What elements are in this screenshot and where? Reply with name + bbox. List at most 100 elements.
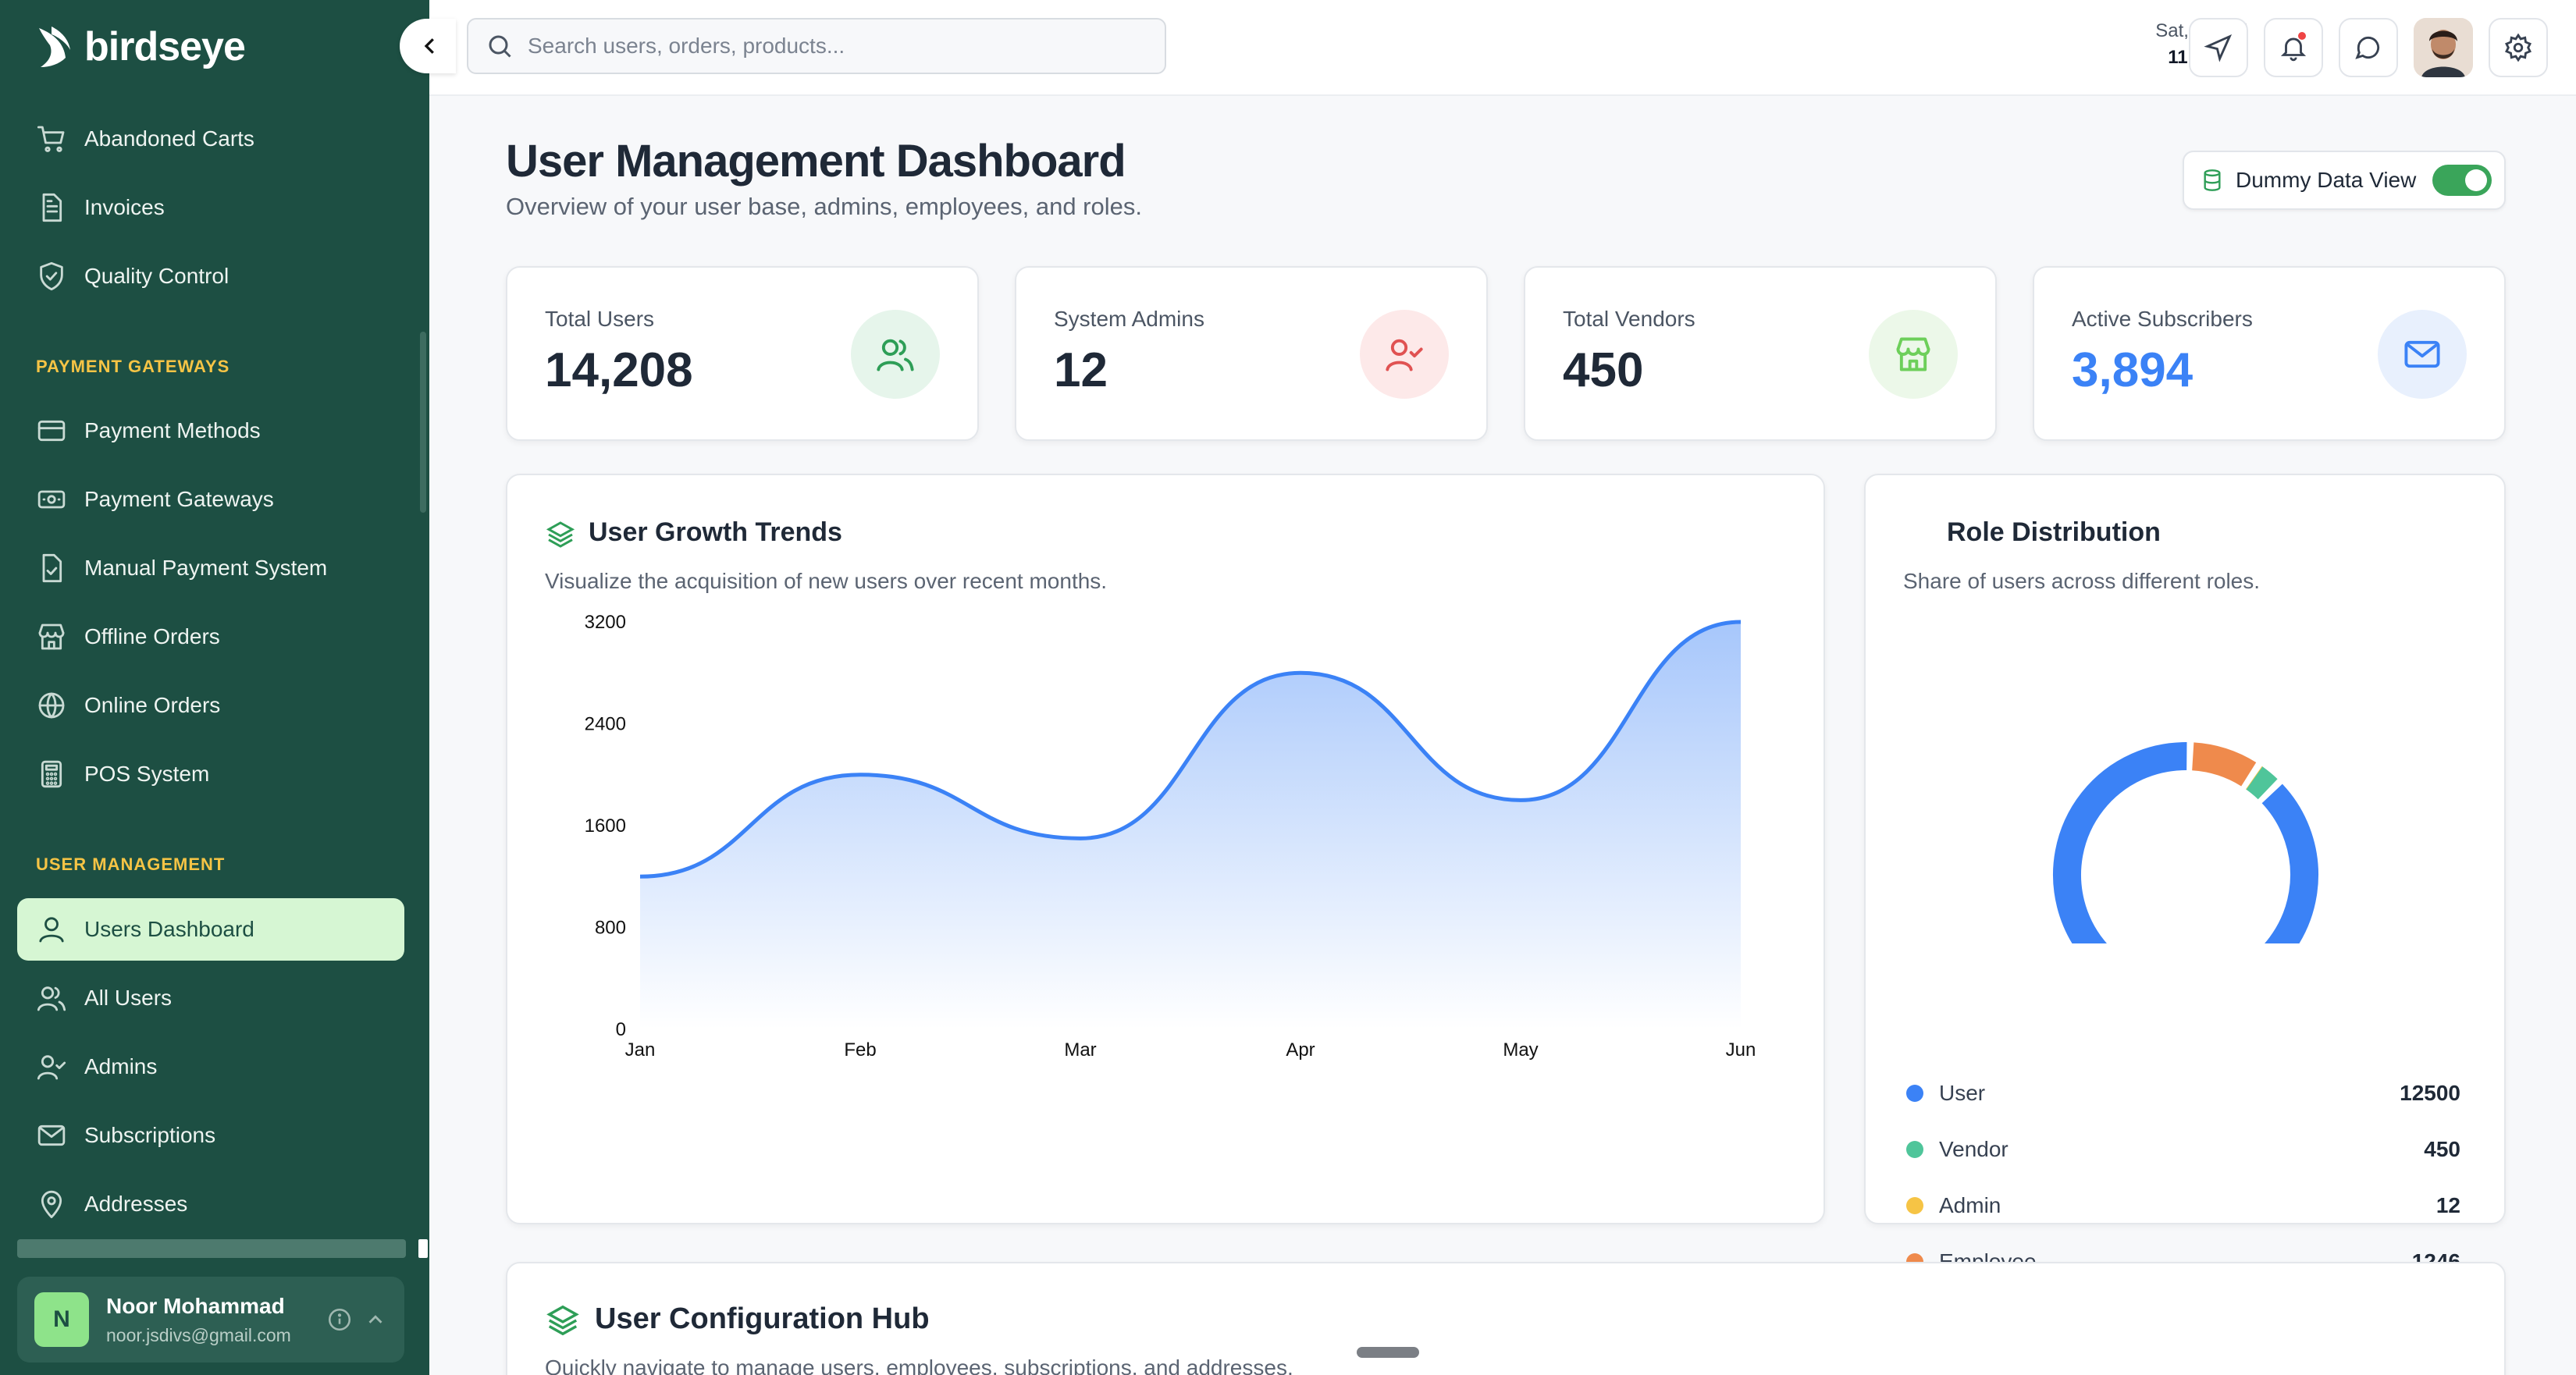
layers-icon [546, 1305, 579, 1336]
stat-card-active-subscribers[interactable]: Active Subscribers 3,894 [2033, 266, 2506, 441]
notifications-button[interactable] [2264, 18, 2323, 77]
stat-label: System Admins [1054, 307, 1204, 331]
donut-slice-vendor[interactable] [2246, 766, 2278, 800]
sidebar-item-subscriptions[interactable]: Subscriptions [17, 1104, 404, 1167]
info-icon[interactable] [326, 1306, 353, 1333]
avatar: N [34, 1292, 89, 1347]
top-bar: Sat, Apr 25 11:15 PM [429, 0, 2576, 96]
invoice-icon [42, 193, 62, 222]
y-tick-label: 3200 [585, 612, 626, 633]
sidebar-item-label: Quality Control [84, 264, 229, 288]
x-tick-label: Feb [844, 1039, 876, 1061]
growth-area-chart: 0 800 1600 2400 3200 Jan Feb Mar Apr May Jun [585, 612, 1756, 1061]
sidebar-scroll-thumb[interactable] [418, 1239, 428, 1258]
sidebar-item-label: Abandoned Carts [84, 126, 254, 151]
sidebar-item-abandoned-carts[interactable]: Abandoned Carts [17, 108, 404, 170]
gateway-icon [37, 490, 66, 509]
bell-icon [2280, 37, 2307, 62]
collapse-sidebar-button[interactable] [400, 19, 456, 73]
sidebar-item-invoices[interactable]: Invoices [17, 176, 404, 239]
send-button[interactable] [2189, 18, 2248, 77]
x-tick-label: May [1503, 1039, 1538, 1061]
users-icon [37, 986, 66, 1011]
chevron-up-icon[interactable] [364, 1308, 387, 1331]
page-title: User Management Dashboard [506, 136, 1126, 187]
stat-label: Active Subscribers [2072, 307, 2253, 331]
messages-button[interactable] [2339, 18, 2398, 77]
legend-label: Vendor [1939, 1137, 2008, 1161]
dummy-data-toggle[interactable]: Dummy Data View [2183, 151, 2506, 210]
stat-value: 14,208 [545, 343, 693, 397]
donut-slice-employee[interactable] [2191, 742, 2257, 787]
brand-logo[interactable]: birdseye [36, 22, 246, 72]
stat-icon-badge [851, 310, 940, 399]
sidebar-item-pos-system[interactable]: POS System [17, 743, 404, 805]
user-profile-card[interactable]: N Noor Mohammad noor.jsdivs@gmail.com [17, 1277, 404, 1363]
store-icon [38, 624, 65, 650]
sidebar-item-quality-control[interactable]: Quality Control [17, 245, 404, 307]
sidebar-scrollbar[interactable] [420, 332, 426, 513]
sidebar-item-label: Payment Methods [84, 418, 261, 442]
x-tick-label: Mar [1064, 1039, 1096, 1061]
stat-value: 12 [1054, 343, 1108, 397]
series-line[interactable] [639, 620, 1742, 879]
chat-icon [2355, 36, 2380, 59]
sidebar-item-label: Subscriptions [84, 1123, 216, 1147]
sidebar-item-all-users[interactable]: All Users [17, 967, 404, 1029]
cart-icon [37, 126, 65, 152]
stat-icon-badge [1360, 310, 1449, 399]
search-input[interactable] [528, 34, 1152, 59]
sidebar-horizontal-scrollbar[interactable] [17, 1239, 406, 1258]
legend-value: 450 [2424, 1137, 2460, 1161]
user-name: Noor Mohammad [106, 1293, 285, 1318]
stat-label: Total Vendors [1563, 307, 1695, 331]
sidebar-item-payment-methods[interactable]: Payment Methods [17, 400, 404, 462]
roles-subtitle: Share of users across different roles. [1903, 569, 2261, 593]
sidebar-item-label: Addresses [84, 1192, 188, 1216]
legend-swatch [1906, 1141, 1923, 1158]
stat-card-total-users[interactable]: Total Users 14,208 [506, 266, 979, 441]
user-check-icon [37, 1055, 66, 1080]
gear-icon [2505, 33, 2532, 62]
toggle-switch[interactable] [2432, 165, 2492, 196]
profile-photo-icon [2414, 18, 2473, 77]
y-tick-label: 0 [616, 1019, 626, 1040]
stat-value: 450 [1563, 343, 1644, 397]
legend-value: 12500 [2400, 1081, 2460, 1105]
config-hub-panel: User Configuration Hub Quickly navigate … [506, 1262, 2506, 1375]
x-tick-label: Apr [1286, 1039, 1315, 1061]
sidebar-item-admins[interactable]: Admins [17, 1036, 404, 1098]
sidebar-item-payment-gateways[interactable]: Payment Gateways [17, 468, 404, 531]
search-bar[interactable] [467, 18, 1166, 74]
roles-title: Role Distribution [1947, 517, 2161, 547]
growth-title: User Growth Trends [589, 517, 842, 547]
sidebar-item-offline-orders[interactable]: Offline Orders [17, 606, 404, 668]
sidebar: birdseye Abandoned Carts Invoices Quality … [0, 0, 429, 1375]
stat-card-system-admins[interactable]: System Admins 12 [1015, 266, 1488, 441]
donut-slice-user[interactable] [2053, 742, 2318, 943]
x-tick-label: Jan [625, 1039, 656, 1061]
legend-label: User [1939, 1081, 1986, 1105]
credit-card-icon [37, 420, 66, 442]
store-icon [1896, 337, 1930, 371]
sidebar-item-addresses[interactable]: Addresses [17, 1173, 404, 1235]
user-icon [39, 917, 64, 943]
sidebar-item-manual-payment-system[interactable]: Manual Payment System [17, 537, 404, 599]
file-check-icon [42, 553, 62, 583]
users-icon [877, 339, 914, 371]
sidebar-item-users-dashboard[interactable]: Users Dashboard [17, 898, 404, 961]
shield-check-icon [40, 261, 63, 291]
stat-icon-badge [2378, 310, 2467, 399]
role-donut-chart [2053, 742, 2318, 943]
settings-button[interactable] [2489, 18, 2548, 77]
user-check-icon [1386, 339, 1423, 371]
sidebar-section-label: PAYMENT GATEWAYS [36, 357, 230, 376]
sidebar-item-label: POS System [84, 762, 210, 786]
profile-avatar[interactable] [2414, 18, 2473, 77]
area-fill [640, 622, 1741, 1029]
calculator-icon [41, 760, 62, 788]
drag-handle[interactable] [1357, 1347, 1419, 1358]
stat-card-total-vendors[interactable]: Total Vendors 450 [1524, 266, 1997, 441]
sidebar-item-online-orders[interactable]: Online Orders [17, 674, 404, 737]
sidebar-item-label: Admins [84, 1054, 158, 1078]
